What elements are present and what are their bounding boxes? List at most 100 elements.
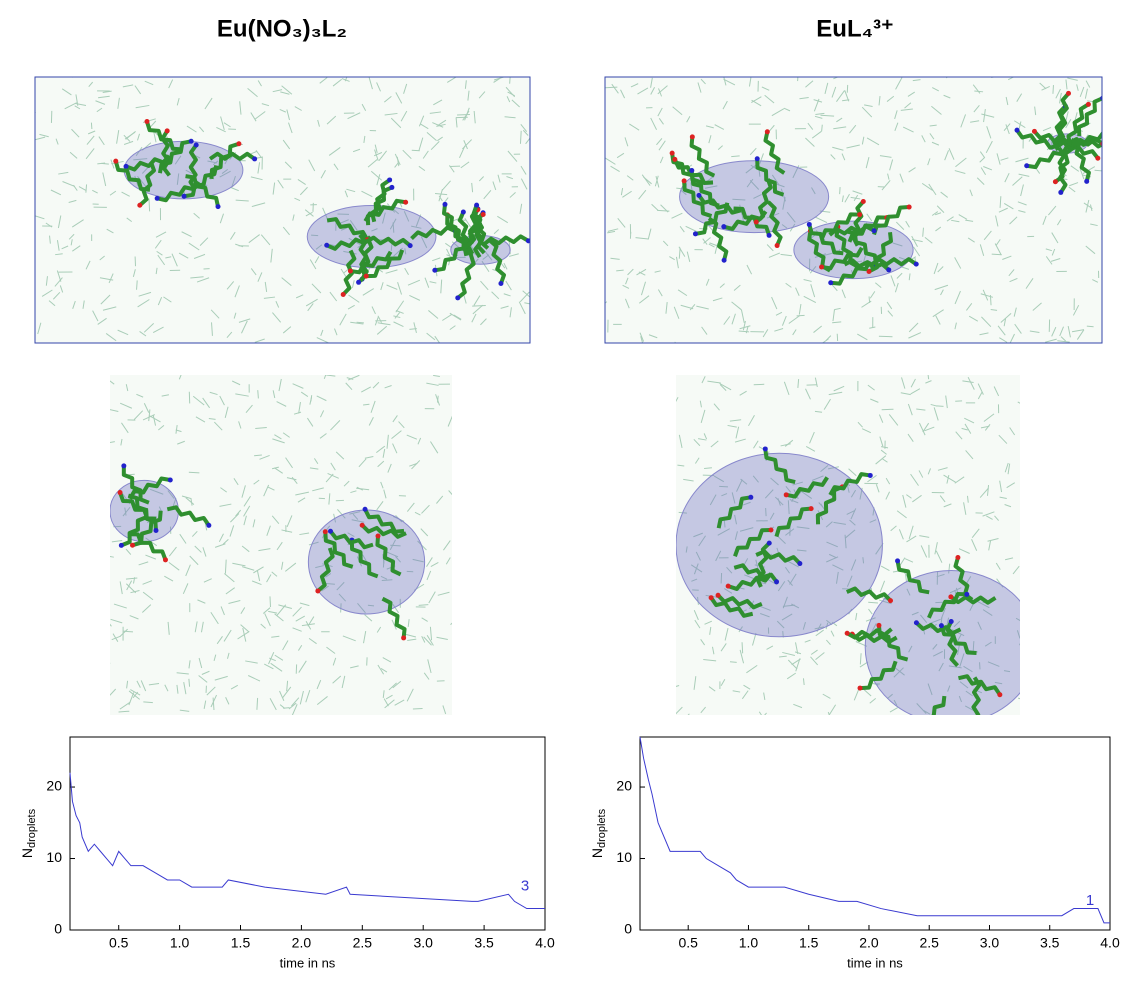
- ligand: [807, 223, 844, 256]
- solvent: [1017, 201, 1027, 206]
- solvent: [782, 651, 795, 657]
- solvent: [509, 77, 511, 84]
- solvent: [230, 231, 236, 240]
- solvent: [148, 683, 160, 686]
- solvent: [286, 477, 297, 481]
- solvent: [110, 555, 114, 558]
- atom: [913, 620, 919, 626]
- solvent: [788, 314, 801, 324]
- atom: [871, 228, 877, 234]
- solvent: [392, 222, 395, 233]
- solvent: [376, 501, 384, 511]
- solvent: [824, 82, 829, 95]
- solvent: [1056, 219, 1062, 226]
- solvent: [316, 395, 327, 402]
- solvent: [927, 158, 931, 166]
- solvent: [695, 551, 701, 561]
- solvent: [130, 689, 141, 696]
- solvent: [776, 535, 786, 544]
- solvent: [739, 649, 745, 664]
- end-annotation: 3: [521, 878, 529, 895]
- solvent: [301, 623, 315, 627]
- solvent: [194, 621, 198, 633]
- solvent: [729, 661, 737, 663]
- solvent: [272, 182, 276, 195]
- solvent: [1051, 248, 1056, 256]
- solvent: [209, 391, 218, 396]
- solvent: [137, 175, 147, 187]
- solvent: [219, 170, 231, 178]
- solvent: [298, 660, 307, 673]
- solvent: [995, 215, 999, 227]
- atom: [154, 195, 160, 201]
- solvent: [1071, 329, 1085, 333]
- solvent: [1009, 277, 1018, 283]
- solvent: [819, 210, 831, 213]
- solvent: [842, 99, 850, 102]
- solvent: [826, 639, 831, 646]
- solvent: [185, 497, 195, 505]
- solvent: [319, 77, 328, 84]
- solvent: [68, 233, 75, 240]
- solvent: [447, 415, 452, 427]
- solvent: [418, 604, 429, 606]
- solvent: [738, 330, 750, 333]
- solvent: [868, 296, 871, 304]
- solvent: [705, 125, 714, 129]
- solvent: [758, 711, 762, 715]
- solvent: [403, 211, 410, 222]
- solvent: [181, 231, 192, 238]
- x-tick-label: 1.0: [170, 935, 190, 951]
- y-axis-label-sub: droplets: [26, 808, 38, 848]
- solvent: [519, 130, 522, 144]
- solvent: [320, 329, 324, 336]
- solvent: [972, 84, 981, 94]
- solvent: [309, 259, 317, 270]
- solvent: [97, 317, 107, 325]
- solvent: [282, 226, 290, 236]
- solvent: [497, 174, 501, 183]
- solvent: [221, 168, 228, 174]
- solvent: [803, 295, 817, 303]
- solvent: [382, 657, 392, 663]
- solvent: [198, 657, 203, 669]
- solvent: [424, 277, 430, 288]
- solvent: [799, 97, 809, 100]
- solvent: [686, 251, 691, 263]
- solvent: [432, 257, 441, 262]
- solvent: [203, 700, 207, 709]
- y-tick-label: 0: [54, 921, 62, 937]
- x-tick-label: 0.5: [109, 935, 129, 951]
- solvent: [970, 120, 980, 123]
- solvent: [376, 82, 381, 92]
- solvent: [732, 198, 746, 201]
- solvent: [669, 256, 675, 261]
- solvent: [846, 144, 860, 149]
- atom: [206, 522, 212, 528]
- solvent: [292, 383, 304, 389]
- solvent: [850, 196, 861, 200]
- solvent: [276, 401, 287, 407]
- solvent: [940, 607, 946, 619]
- solvent: [829, 553, 837, 559]
- atom: [774, 243, 780, 249]
- solvent: [268, 610, 278, 614]
- solvent: [713, 403, 720, 411]
- solvent: [832, 146, 844, 151]
- solvent: [282, 326, 292, 334]
- solvent: [622, 190, 632, 198]
- solvent: [315, 244, 323, 250]
- solvent: [746, 264, 753, 275]
- solvent: [830, 630, 835, 637]
- solvent: [271, 571, 278, 577]
- solvent: [193, 253, 206, 259]
- atom: [797, 561, 803, 567]
- solvent: [174, 155, 182, 165]
- solvent: [322, 207, 329, 220]
- solvent: [506, 96, 511, 103]
- solvent: [979, 487, 989, 498]
- atom: [997, 692, 1003, 698]
- solvent: [784, 566, 790, 574]
- solvent: [384, 384, 392, 389]
- atom: [144, 119, 150, 125]
